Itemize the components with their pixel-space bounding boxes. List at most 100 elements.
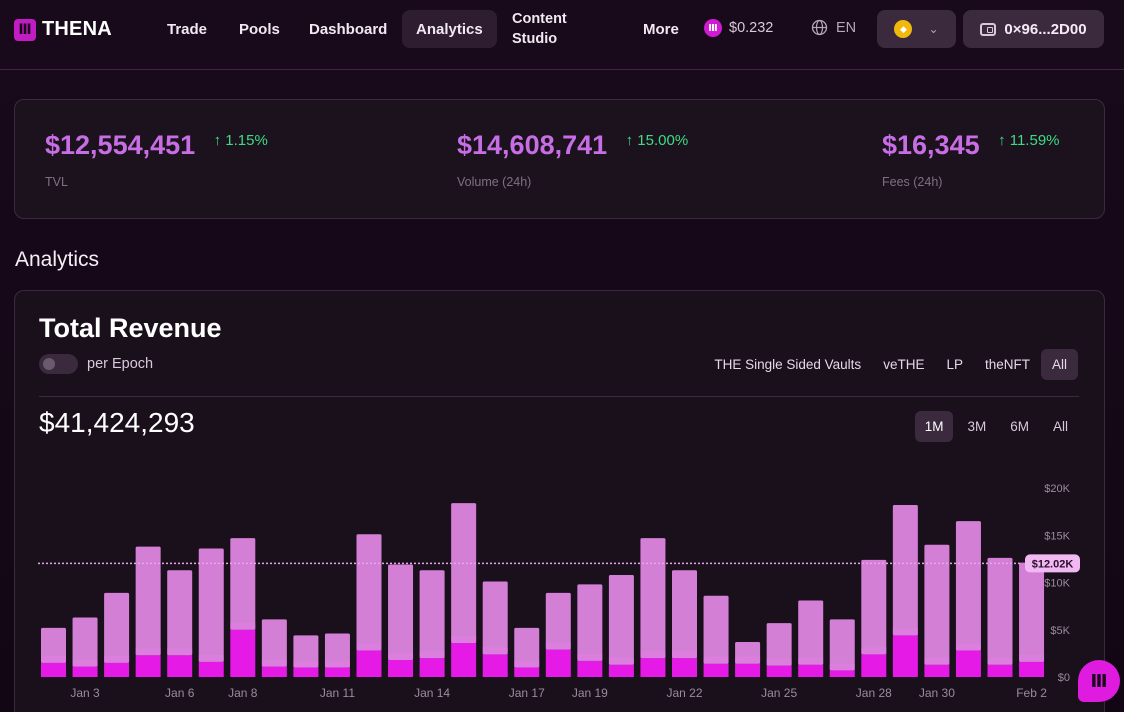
nav-trade[interactable]: Trade bbox=[167, 20, 208, 38]
nav-analytics[interactable]: Analytics bbox=[402, 10, 497, 48]
bar-separator bbox=[608, 657, 634, 665]
bar-segment-lower bbox=[672, 658, 697, 677]
nav-dashboard[interactable]: Dashboard bbox=[309, 20, 388, 38]
bar-segment-lower bbox=[388, 659, 414, 677]
filter-single-sided-vaults[interactable]: THE Single Sided Vaults bbox=[714, 357, 862, 372]
section-title: Analytics bbox=[15, 248, 100, 271]
bar-segment-lower bbox=[545, 649, 571, 677]
bar-segment-upper bbox=[104, 592, 130, 663]
token-price-value: $0.232 bbox=[729, 20, 774, 36]
chevron-down-icon: ⌄ bbox=[928, 22, 939, 36]
per-epoch-label: per Epoch bbox=[87, 356, 154, 372]
nav-content-studio[interactable]: Content Studio bbox=[512, 11, 567, 47]
range-all[interactable]: All bbox=[1052, 419, 1068, 434]
divider bbox=[39, 396, 1079, 397]
bar-segment-lower bbox=[703, 663, 729, 677]
x-tick-label: Jan 28 bbox=[856, 686, 892, 700]
stat-change: ↑ 15.00% bbox=[625, 132, 689, 149]
bar-segment-upper bbox=[135, 546, 161, 656]
thena-logo-icon: Ⅲ bbox=[14, 18, 36, 41]
bar-segment-lower bbox=[198, 661, 224, 677]
range-3m[interactable]: 3M bbox=[967, 419, 987, 434]
bar-separator bbox=[955, 643, 981, 651]
bar-segment-lower bbox=[1019, 661, 1045, 677]
bar-separator bbox=[356, 643, 382, 651]
bar-segment-upper bbox=[388, 564, 414, 660]
wallet-icon bbox=[980, 22, 997, 36]
logo[interactable]: Ⅲ THENA bbox=[14, 18, 112, 41]
bar-segment-lower bbox=[829, 670, 855, 677]
bar-segment-upper bbox=[72, 617, 98, 667]
bar-segment-lower bbox=[640, 658, 666, 677]
bar-segment-upper bbox=[324, 633, 350, 668]
bar-separator bbox=[829, 663, 855, 671]
chain-selector-button[interactable]: ◆ ⌄ bbox=[877, 10, 956, 48]
time-range-selector: 1M 3M 6M All bbox=[914, 411, 1078, 442]
bar-segment-lower bbox=[514, 667, 540, 677]
bar-segment-upper bbox=[514, 627, 540, 668]
x-tick-label: Jan 30 bbox=[919, 686, 955, 700]
bar-segment-lower bbox=[735, 663, 761, 677]
nav-pools[interactable]: Pools bbox=[239, 20, 280, 38]
filter-vethe[interactable]: veTHE bbox=[883, 357, 925, 372]
bar-separator bbox=[672, 651, 697, 659]
bar-segment-upper bbox=[41, 627, 66, 663]
bar-segment-lower bbox=[135, 655, 161, 677]
x-tick-label: Jan 19 bbox=[572, 686, 608, 700]
range-1m[interactable]: 1M bbox=[914, 411, 954, 442]
token-price[interactable]: Ⅲ $0.232 bbox=[704, 19, 773, 37]
bar-segment-lower bbox=[987, 664, 1013, 677]
bar-separator bbox=[167, 648, 193, 656]
filter-all[interactable]: All bbox=[1040, 349, 1078, 380]
bar-segment-lower bbox=[167, 655, 193, 677]
stats-card: $12,554,451 ↑ 1.15% TVL $14,608,741 ↑ 15… bbox=[14, 99, 1105, 219]
bar-segment-upper bbox=[829, 619, 855, 671]
bar-separator bbox=[545, 642, 571, 650]
y-tick-label: $10K bbox=[1044, 578, 1070, 590]
bar-segment-upper bbox=[230, 538, 256, 630]
bar-segment-lower bbox=[861, 654, 887, 677]
bar-separator bbox=[766, 658, 792, 666]
revenue-filters: THE Single Sided Vaults veTHE LP theNFT … bbox=[703, 349, 1078, 380]
bar-segment-upper bbox=[419, 570, 445, 659]
x-tick-label: Jan 11 bbox=[320, 686, 355, 700]
revenue-title: Total Revenue bbox=[39, 313, 222, 343]
bar-separator bbox=[261, 659, 287, 667]
stat-tvl: $12,554,451 ↑ 1.15% TVL bbox=[45, 130, 268, 189]
filter-thenft[interactable]: theNFT bbox=[984, 357, 1030, 372]
bar-segment-upper bbox=[545, 592, 571, 650]
bar-segment-upper bbox=[1019, 562, 1045, 662]
wallet-button[interactable]: 0×96...2D00 bbox=[963, 10, 1104, 48]
stat-label: Volume (24h) bbox=[457, 175, 532, 189]
bar-separator bbox=[451, 635, 477, 643]
bar-separator bbox=[861, 647, 887, 655]
x-tick-label: Feb 2 bbox=[1016, 686, 1047, 700]
language-selector[interactable]: EN bbox=[811, 19, 856, 36]
filter-lp[interactable]: LP bbox=[946, 357, 963, 372]
bar-segment-upper bbox=[766, 623, 792, 666]
bar-separator bbox=[924, 657, 950, 665]
bar-separator bbox=[514, 660, 540, 668]
bar-separator bbox=[577, 653, 603, 661]
x-tick-label: Jan 3 bbox=[70, 686, 100, 700]
bar-separator bbox=[703, 656, 729, 664]
nav-more[interactable]: More bbox=[643, 20, 679, 38]
bar-separator bbox=[324, 660, 350, 668]
per-epoch-toggle[interactable] bbox=[39, 354, 78, 374]
bar-segment-lower bbox=[41, 662, 66, 677]
reference-badge bbox=[1025, 554, 1080, 573]
bnb-chain-icon: ◆ bbox=[894, 20, 913, 38]
bar-segment-lower bbox=[955, 650, 981, 677]
bar-segment-upper bbox=[293, 635, 319, 668]
bar-separator bbox=[640, 651, 666, 659]
bar-segment-upper bbox=[703, 595, 729, 664]
bar-segment-lower bbox=[261, 666, 287, 677]
bar-segment-upper bbox=[924, 544, 950, 665]
support-chat-button[interactable]: Ⅲ bbox=[1078, 660, 1120, 702]
stat-change: ↑ 11.59% bbox=[998, 132, 1060, 149]
bar-segment-lower bbox=[766, 665, 792, 677]
range-6m[interactable]: 6M bbox=[1010, 419, 1029, 434]
wallet-address: 0×96...2D00 bbox=[1004, 20, 1087, 38]
bar-segment-lower bbox=[798, 664, 824, 677]
